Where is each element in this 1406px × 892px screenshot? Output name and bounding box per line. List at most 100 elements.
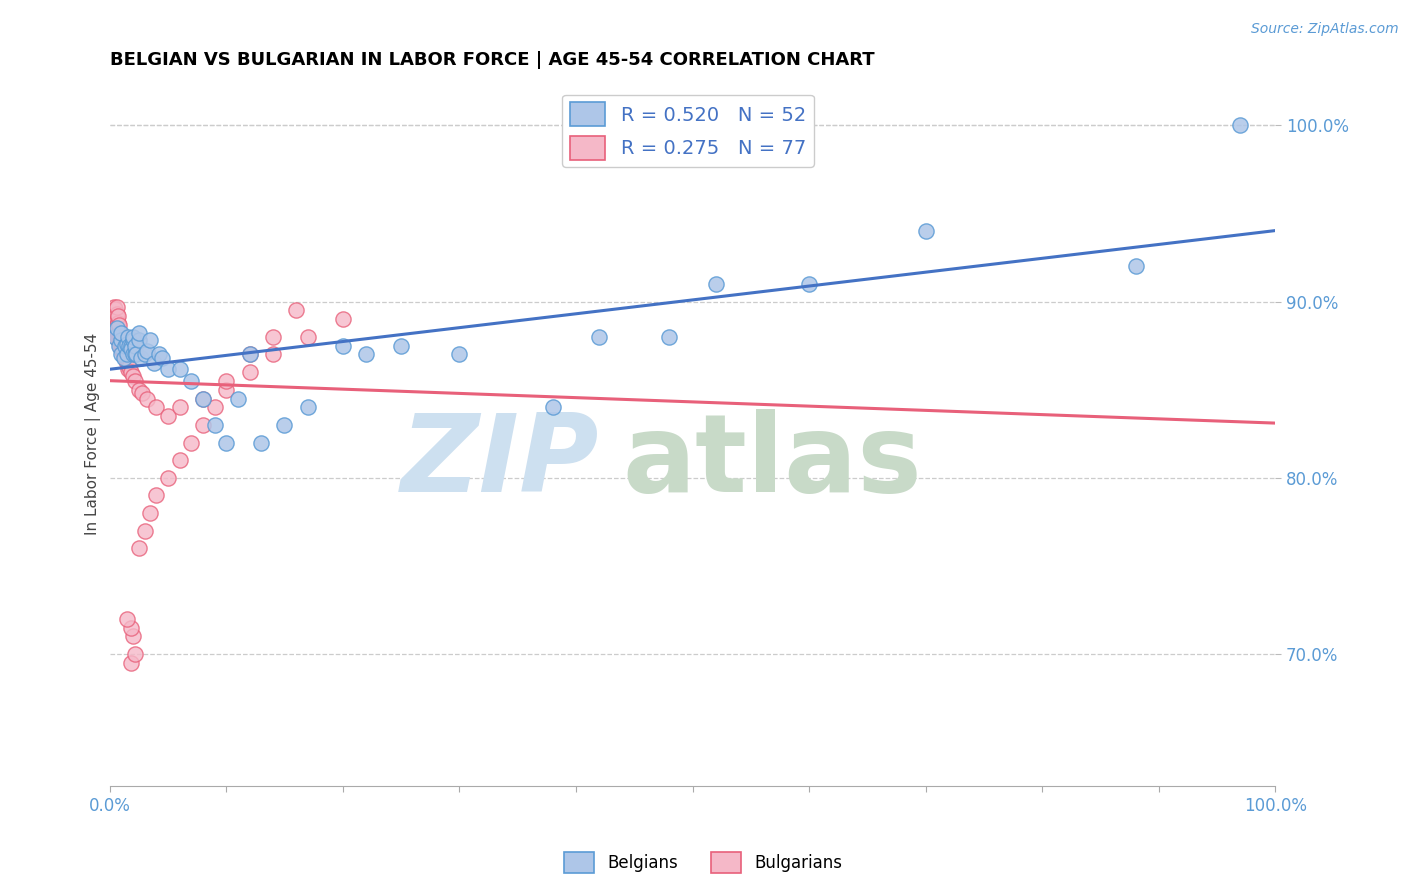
Point (110, 347, 132, 361)
Point (110, 335, 132, 350)
Point (114, 351, 136, 365)
Point (115, 352, 138, 367)
Point (120, 365, 142, 379)
Point (103, 321, 125, 335)
Point (128, 326, 150, 341)
Point (204, 401, 226, 415)
Point (148, 347, 170, 361)
Point (107, 321, 129, 335)
Point (112, 351, 135, 365)
Text: ZIP: ZIP (401, 409, 599, 515)
Point (128, 541, 150, 556)
Point (115, 337, 138, 351)
Point (104, 316, 127, 330)
Point (262, 330, 284, 344)
Point (128, 334, 150, 348)
Point (332, 338, 354, 352)
Point (105, 307, 128, 321)
Point (139, 334, 162, 348)
Point (122, 330, 145, 344)
Point (262, 347, 284, 361)
Point (332, 312, 354, 326)
Point (180, 374, 202, 388)
Point (115, 612, 138, 626)
Text: atlas: atlas (623, 409, 922, 515)
Point (124, 347, 146, 361)
Point (150, 351, 173, 365)
Point (285, 303, 308, 318)
Text: Source: ZipAtlas.com: Source: ZipAtlas.com (1251, 22, 1399, 37)
Point (104, 330, 127, 344)
Point (104, 309, 127, 323)
Point (122, 368, 145, 383)
Point (122, 629, 145, 643)
Point (658, 330, 681, 344)
Point (114, 343, 136, 358)
Point (103, 312, 125, 326)
Point (105, 325, 128, 339)
Point (136, 343, 159, 358)
Point (110, 330, 132, 344)
Point (169, 401, 191, 415)
Point (114, 338, 136, 352)
Point (156, 409, 179, 424)
Point (104, 301, 127, 316)
Point (588, 330, 610, 344)
Point (105, 312, 128, 326)
Point (117, 330, 139, 344)
Point (108, 335, 131, 350)
Point (215, 383, 238, 397)
Point (111, 338, 134, 352)
Point (191, 417, 214, 432)
Point (204, 417, 226, 432)
Point (105, 330, 128, 344)
Point (120, 656, 142, 670)
Legend: Belgians, Bulgarians: Belgians, Bulgarians (557, 846, 849, 880)
Point (156, 471, 179, 485)
Text: BELGIAN VS BULGARIAN IN LABOR FORCE | AGE 45-54 CORRELATION CHART: BELGIAN VS BULGARIAN IN LABOR FORCE | AG… (110, 51, 875, 69)
Point (1229, 119, 1251, 133)
Point (110, 334, 132, 348)
Point (120, 621, 142, 635)
Point (191, 392, 214, 406)
Point (107, 309, 129, 323)
Point (114, 338, 136, 352)
Point (389, 338, 412, 352)
Point (108, 338, 131, 352)
Point (111, 343, 134, 358)
Point (108, 318, 131, 332)
Point (104, 321, 127, 335)
Point (124, 338, 146, 352)
Point (117, 354, 139, 368)
Point (1125, 260, 1147, 274)
Point (115, 347, 138, 361)
Point (914, 224, 936, 238)
Point (103, 300, 125, 314)
Point (238, 347, 260, 361)
Point (134, 347, 156, 361)
Point (105, 319, 128, 334)
Point (112, 347, 135, 361)
Point (107, 334, 129, 348)
Point (704, 277, 727, 291)
Point (169, 361, 191, 376)
Point (105, 321, 128, 335)
Point (169, 453, 191, 467)
Point (117, 361, 139, 376)
Point (449, 347, 471, 361)
Point (108, 334, 131, 348)
Point (131, 386, 153, 401)
Point (129, 351, 152, 365)
Point (107, 326, 129, 341)
Point (118, 338, 141, 352)
Point (125, 347, 148, 361)
Point (110, 326, 132, 341)
Point (105, 300, 128, 314)
Point (108, 330, 131, 344)
Point (273, 417, 295, 432)
Point (124, 647, 146, 661)
Point (115, 356, 138, 370)
Point (238, 347, 260, 361)
Point (145, 488, 167, 502)
Point (191, 392, 214, 406)
